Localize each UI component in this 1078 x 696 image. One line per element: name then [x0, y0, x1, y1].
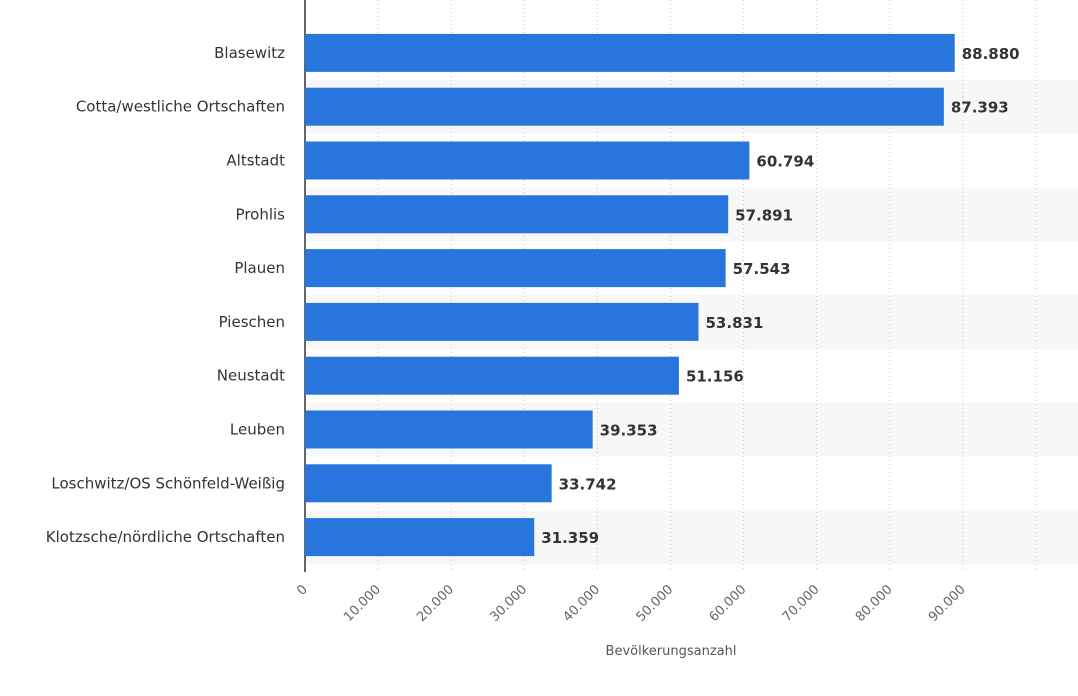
value-label: 88.880	[962, 45, 1020, 63]
x-tick-label: 40.000	[560, 582, 603, 625]
x-tick-label: 0	[294, 582, 310, 598]
bars	[305, 33, 955, 557]
bar	[305, 464, 552, 503]
x-tick-label: 60.000	[707, 582, 750, 625]
value-label: 57.543	[733, 260, 791, 278]
x-tick-label: 90.000	[926, 582, 969, 625]
bar	[305, 141, 750, 180]
category-label: Leuben	[230, 421, 285, 439]
value-label: 51.156	[686, 368, 744, 386]
category-label: Plauen	[234, 259, 285, 277]
value-label: 57.891	[735, 206, 793, 224]
value-label: 31.359	[541, 529, 599, 547]
x-tick-label: 20.000	[414, 582, 457, 625]
bar	[305, 302, 699, 341]
x-tick-label: 80.000	[853, 582, 896, 625]
x-tick-label: 50.000	[634, 582, 677, 625]
category-label: Neustadt	[217, 367, 285, 385]
value-label: 39.353	[600, 422, 658, 440]
value-labels: 88.880 87.393 60.794 57.891 57.543 53.831 51.1…	[541, 45, 1019, 547]
value-label: 60.794	[756, 153, 814, 171]
category-label: Loschwitz/OS Schönfeld-Weißig	[51, 474, 285, 492]
bar	[305, 518, 535, 557]
bar	[305, 87, 944, 126]
category-label: Cotta/westliche Ortschaften	[76, 98, 285, 116]
category-label: Pieschen	[219, 313, 285, 331]
category-label: Altstadt	[226, 152, 285, 170]
bar	[305, 410, 593, 449]
bar	[305, 356, 679, 395]
category-label: Blasewitz	[214, 44, 285, 62]
value-label: 33.742	[559, 475, 617, 493]
x-axis-title: Bevölkerungsanzahl	[606, 644, 737, 659]
x-tick-label: 30.000	[487, 582, 530, 625]
x-tick-label: 70.000	[780, 582, 823, 625]
value-label: 53.831	[706, 314, 764, 332]
category-label: Prohlis	[236, 205, 286, 223]
bar	[305, 33, 955, 72]
value-label: 87.393	[951, 99, 1009, 117]
category-labels: Blasewitz Cotta/westliche Ortschaften Alts…	[46, 44, 285, 546]
x-tick-labels: 0 10.000 20.000 30.000 40.000 50.000 60.000 70.…	[294, 582, 968, 625]
x-tick-label: 10.000	[341, 582, 384, 625]
bar	[305, 195, 729, 234]
bar	[305, 249, 726, 288]
category-label: Klotzsche/nördliche Ortschaften	[46, 528, 285, 546]
